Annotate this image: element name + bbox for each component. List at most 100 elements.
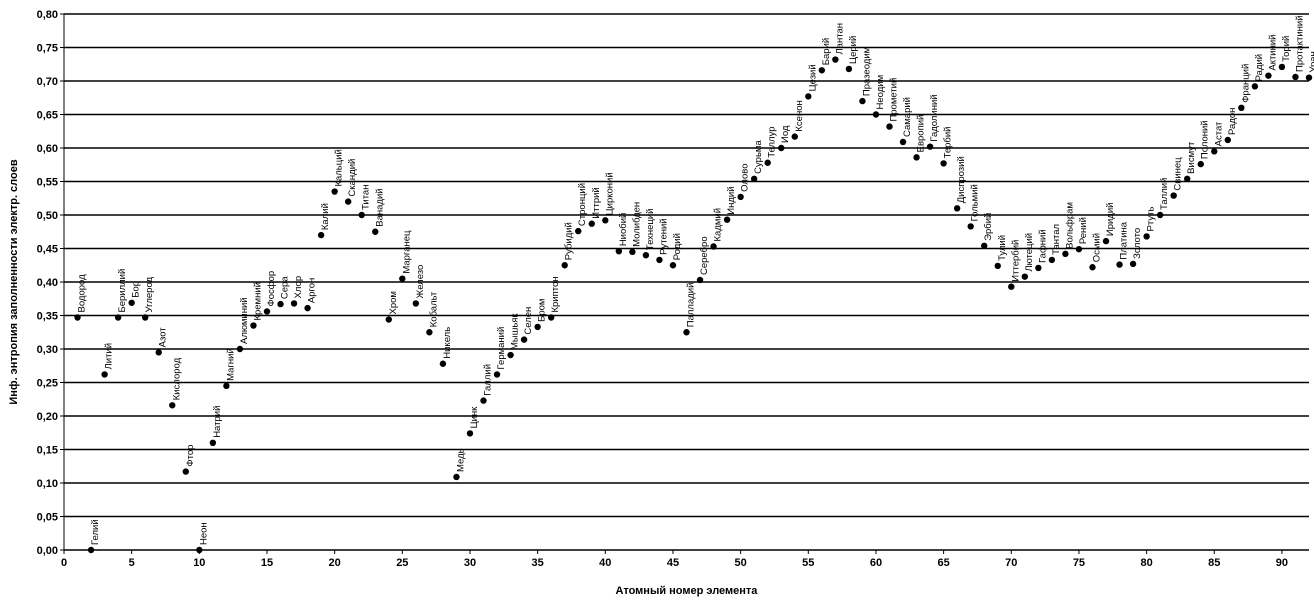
axes [60, 13, 1309, 554]
data-point [439, 360, 447, 367]
data-point [818, 67, 826, 74]
data-point [1089, 264, 1096, 271]
data-point [250, 322, 257, 329]
data-point [940, 160, 947, 167]
data-point [845, 65, 853, 73]
y-tick-label: 0,50 [37, 210, 58, 222]
data-label: Ниобий [618, 213, 629, 247]
x-tick-label: 90 [1276, 557, 1288, 569]
data-point [683, 329, 690, 336]
data-point [196, 546, 203, 554]
data-label: Рубидий [564, 222, 575, 260]
y-tick-label: 0,15 [37, 445, 58, 457]
data-point [209, 439, 217, 446]
data-label: Цинк [469, 406, 480, 429]
data-point [602, 217, 609, 224]
data-point [114, 314, 122, 321]
data-label: Эрбий [983, 213, 994, 241]
y-tick-label: 0,30 [37, 344, 58, 356]
data-label: Ксенон [794, 100, 805, 131]
data-label: Таллий [1159, 178, 1170, 210]
data-label: Уран [1308, 51, 1314, 72]
data-label: Стронций [577, 183, 588, 226]
x-tick-label: 20 [329, 557, 341, 569]
data-point [723, 216, 731, 223]
data-point [1048, 256, 1056, 264]
data-label: Железо [415, 265, 426, 299]
data-point [507, 351, 514, 359]
data-label: Кислород [171, 357, 182, 400]
data-point [331, 188, 338, 195]
y-tick-label: 0,40 [37, 277, 58, 289]
data-point [859, 97, 866, 105]
x-tick-label: 70 [1005, 557, 1017, 569]
data-point [926, 143, 934, 150]
x-tick-label: 35 [532, 557, 544, 569]
data-label: Европий [916, 115, 927, 153]
data-point [1008, 283, 1015, 290]
data-label: Прометий [888, 78, 899, 122]
data-point [913, 154, 920, 161]
data-label: Тулий [997, 235, 1008, 261]
y-tick-label: 0,45 [37, 244, 58, 256]
data-label: Теллур [767, 126, 778, 157]
data-label: Калий [320, 203, 331, 230]
data-label: Висмут [1186, 141, 1197, 174]
data-label: Гадолиний [929, 94, 940, 141]
x-tick-label: 30 [464, 557, 476, 569]
data-label: Самарий [902, 97, 913, 137]
data-label: Лантан [834, 23, 845, 55]
data-point [1062, 250, 1069, 258]
data-label: Цезий [807, 64, 818, 91]
data-point [1102, 237, 1110, 245]
data-label: Алюминий [239, 297, 250, 344]
data-label: Кадмий [713, 208, 724, 242]
y-tick-label: 0,70 [37, 76, 58, 88]
data-label: Иод [780, 125, 791, 143]
data-point [588, 220, 595, 227]
data-point [899, 138, 907, 146]
data-point [750, 175, 758, 183]
data-label: Цирконий [604, 172, 615, 215]
data-point [832, 56, 839, 63]
x-tick-labels: 0 5 10 15 20 25 30 35 40 45 50 55 60 65 70 75 80 85 90 [61, 557, 1288, 569]
data-point [412, 300, 420, 307]
data-point [981, 242, 988, 250]
data-point [466, 430, 474, 437]
x-tick-label: 15 [261, 557, 273, 569]
data-label: Актиний [1267, 35, 1278, 71]
data-label: Скандий [347, 159, 358, 197]
data-label: Астат [1213, 121, 1224, 146]
data-point [764, 159, 771, 166]
data-point [1129, 260, 1137, 268]
data-label: Полоний [1200, 120, 1211, 159]
data-point [426, 329, 433, 336]
data-label: Азот [158, 327, 169, 348]
x-tick-label: 55 [802, 557, 814, 569]
data-label: Литий [104, 343, 115, 370]
data-point [1143, 233, 1150, 240]
data-point [169, 402, 176, 409]
data-points [74, 56, 1313, 554]
y-tick-label: 0,60 [37, 143, 58, 155]
data-point [453, 473, 460, 481]
data-label: Иттербий [1010, 240, 1021, 282]
data-point [778, 144, 785, 152]
y-tick-label: 0,00 [37, 545, 58, 557]
data-label: Гелий [90, 519, 101, 545]
x-tick-label: 50 [735, 557, 747, 569]
data-point [182, 468, 189, 475]
data-point [155, 349, 162, 356]
data-label: Индий [726, 186, 737, 214]
data-label: Серебро [699, 236, 710, 275]
data-label: Рений [1078, 217, 1089, 244]
data-point [1197, 160, 1204, 168]
data-label: Никель [442, 327, 453, 359]
x-axis-title: Атомный номер элемента [616, 585, 759, 597]
data-label: Бор [131, 281, 142, 298]
y-tick-label: 0,75 [37, 43, 58, 55]
data-label: Титан [361, 185, 372, 210]
data-label: Диспрозий [956, 156, 967, 203]
x-tick-label: 40 [599, 557, 611, 569]
